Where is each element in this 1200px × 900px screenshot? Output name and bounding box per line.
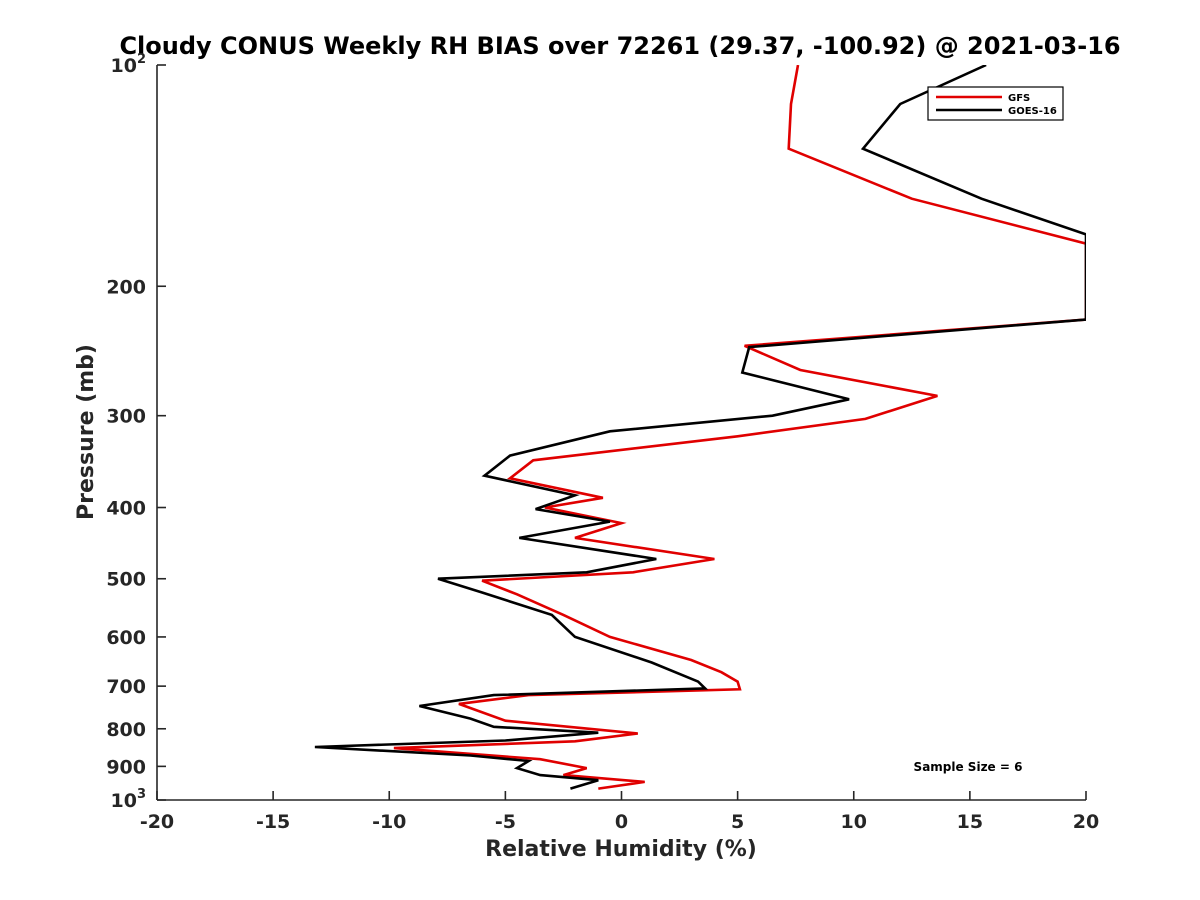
y-tick-label: 200: [106, 276, 146, 298]
x-tick-label: 20: [1073, 811, 1099, 833]
y-tick-label: 700: [106, 676, 146, 698]
y-tick-label: 800: [106, 719, 146, 741]
x-tick-label: -10: [372, 811, 406, 833]
x-tick-label: 5: [731, 811, 744, 833]
legend-label: GFS: [1008, 93, 1030, 104]
legend: GFS GOES-16: [927, 86, 1064, 121]
y-tick-label: 600: [106, 627, 146, 649]
y-tick-label: 400: [106, 498, 146, 520]
series-line-goes-16: [314, 65, 1086, 790]
y-axis-ticks: 102 200 300 400 500 600 700 800 900 103: [106, 52, 166, 812]
y-tick-label: 300: [106, 406, 146, 428]
chart-title: Cloudy CONUS Weekly RH BIAS over 72261 (…: [119, 32, 1120, 60]
x-axis-ticks: -20 -15 -10 -5 0 5 10 15 20: [140, 791, 1099, 833]
x-axis-label: Relative Humidity (%): [485, 837, 757, 862]
series-line-gfs: [393, 65, 1086, 790]
x-tick-label: -5: [495, 811, 516, 833]
axes: [156, 65, 1086, 801]
y-tick-label: 103: [111, 787, 147, 812]
legend-label: GOES-16: [1008, 106, 1057, 117]
x-tick-label: -20: [140, 811, 174, 833]
y-tick-label: 500: [106, 569, 146, 591]
sample-size-annotation: Sample Size = 6: [914, 760, 1023, 774]
x-tick-label: 10: [841, 811, 867, 833]
x-tick-label: -15: [256, 811, 290, 833]
series-lines: [314, 65, 1086, 790]
y-tick-label: 900: [106, 756, 146, 778]
y-axis-label: Pressure (mb): [74, 344, 99, 520]
x-tick-label: 15: [957, 811, 983, 833]
x-tick-label: 0: [615, 811, 628, 833]
legend-box: [927, 86, 1064, 121]
y-tick-label: 102: [111, 52, 147, 77]
